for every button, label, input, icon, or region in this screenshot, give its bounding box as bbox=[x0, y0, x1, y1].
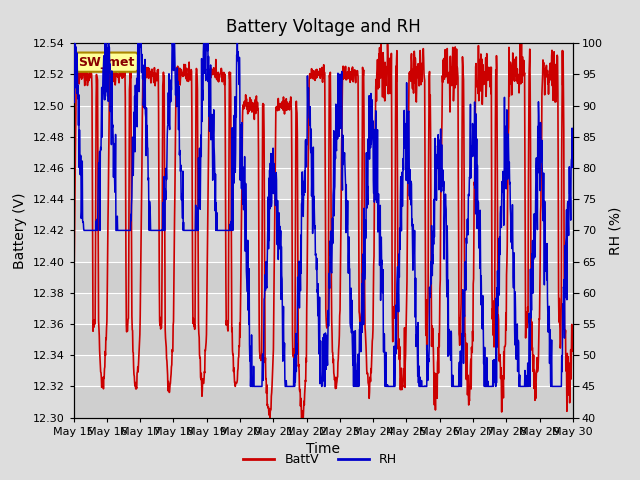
Bar bbox=[74, 199, 573, 230]
Y-axis label: RH (%): RH (%) bbox=[609, 206, 622, 254]
X-axis label: Time: Time bbox=[306, 442, 340, 456]
Bar bbox=[74, 324, 573, 355]
Bar bbox=[74, 262, 573, 293]
Bar bbox=[74, 137, 573, 168]
Title: Battery Voltage and RH: Battery Voltage and RH bbox=[226, 18, 420, 36]
Bar bbox=[74, 74, 573, 106]
Text: SW_met: SW_met bbox=[79, 56, 135, 69]
Legend: BattV, RH: BattV, RH bbox=[238, 448, 402, 471]
Y-axis label: Battery (V): Battery (V) bbox=[13, 192, 27, 269]
Bar bbox=[74, 386, 573, 418]
